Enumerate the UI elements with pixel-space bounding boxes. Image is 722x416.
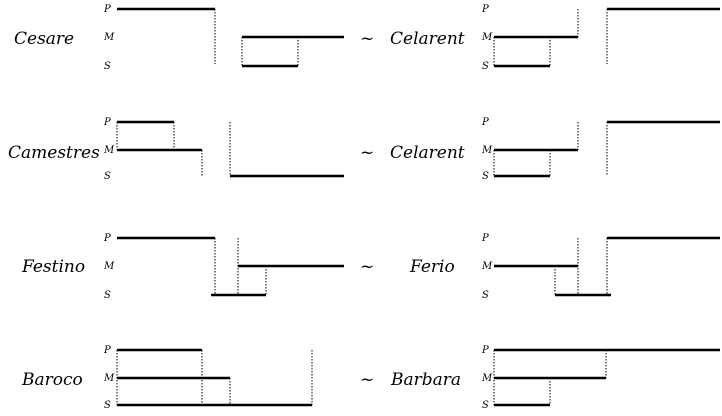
term-label-m: M	[481, 145, 493, 156]
term-label-m: M	[481, 32, 493, 43]
term-label-s: S	[104, 171, 111, 182]
term-label-s: S	[104, 290, 111, 301]
equivalence-symbol: ~	[360, 143, 374, 163]
term-label-s: S	[482, 290, 489, 301]
term-label-p: P	[103, 117, 111, 128]
term-label-p: P	[481, 345, 489, 356]
term-label-s: S	[482, 171, 489, 182]
term-label-m: M	[103, 145, 115, 156]
term-label-s: S	[104, 400, 111, 411]
name-camestres: Camestres	[8, 143, 100, 163]
term-label-m: M	[103, 32, 115, 43]
equivalence-symbol: ~	[360, 29, 374, 49]
name-baroco: Baroco	[21, 370, 83, 390]
term-label-s: S	[104, 61, 111, 72]
term-label-m: M	[481, 373, 493, 384]
term-label-p: P	[481, 4, 489, 15]
equivalence-symbol: ~	[360, 370, 374, 390]
name-ferio: Ferio	[409, 257, 455, 277]
term-label-s: S	[482, 400, 489, 411]
term-line-figures: P M S P M S P M S P M S P M S P M S P M S P M S	[103, 4, 720, 411]
name-festino: Festino	[21, 257, 85, 277]
term-label-s: S	[482, 61, 489, 72]
name-cesare: Cesare	[14, 29, 74, 49]
name-barbara: Barbara	[390, 370, 461, 390]
name-celarent-2: Celarent	[390, 143, 465, 163]
name-celarent-1: Celarent	[390, 29, 465, 49]
equivalence-symbol: ~	[360, 257, 374, 277]
term-label-p: P	[103, 345, 111, 356]
term-label-p: P	[103, 233, 111, 244]
term-label-p: P	[481, 233, 489, 244]
term-label-m: M	[481, 261, 493, 272]
term-label-m: M	[103, 261, 115, 272]
term-label-p: P	[481, 117, 489, 128]
term-label-m: M	[103, 373, 115, 384]
term-label-p: P	[103, 4, 111, 15]
